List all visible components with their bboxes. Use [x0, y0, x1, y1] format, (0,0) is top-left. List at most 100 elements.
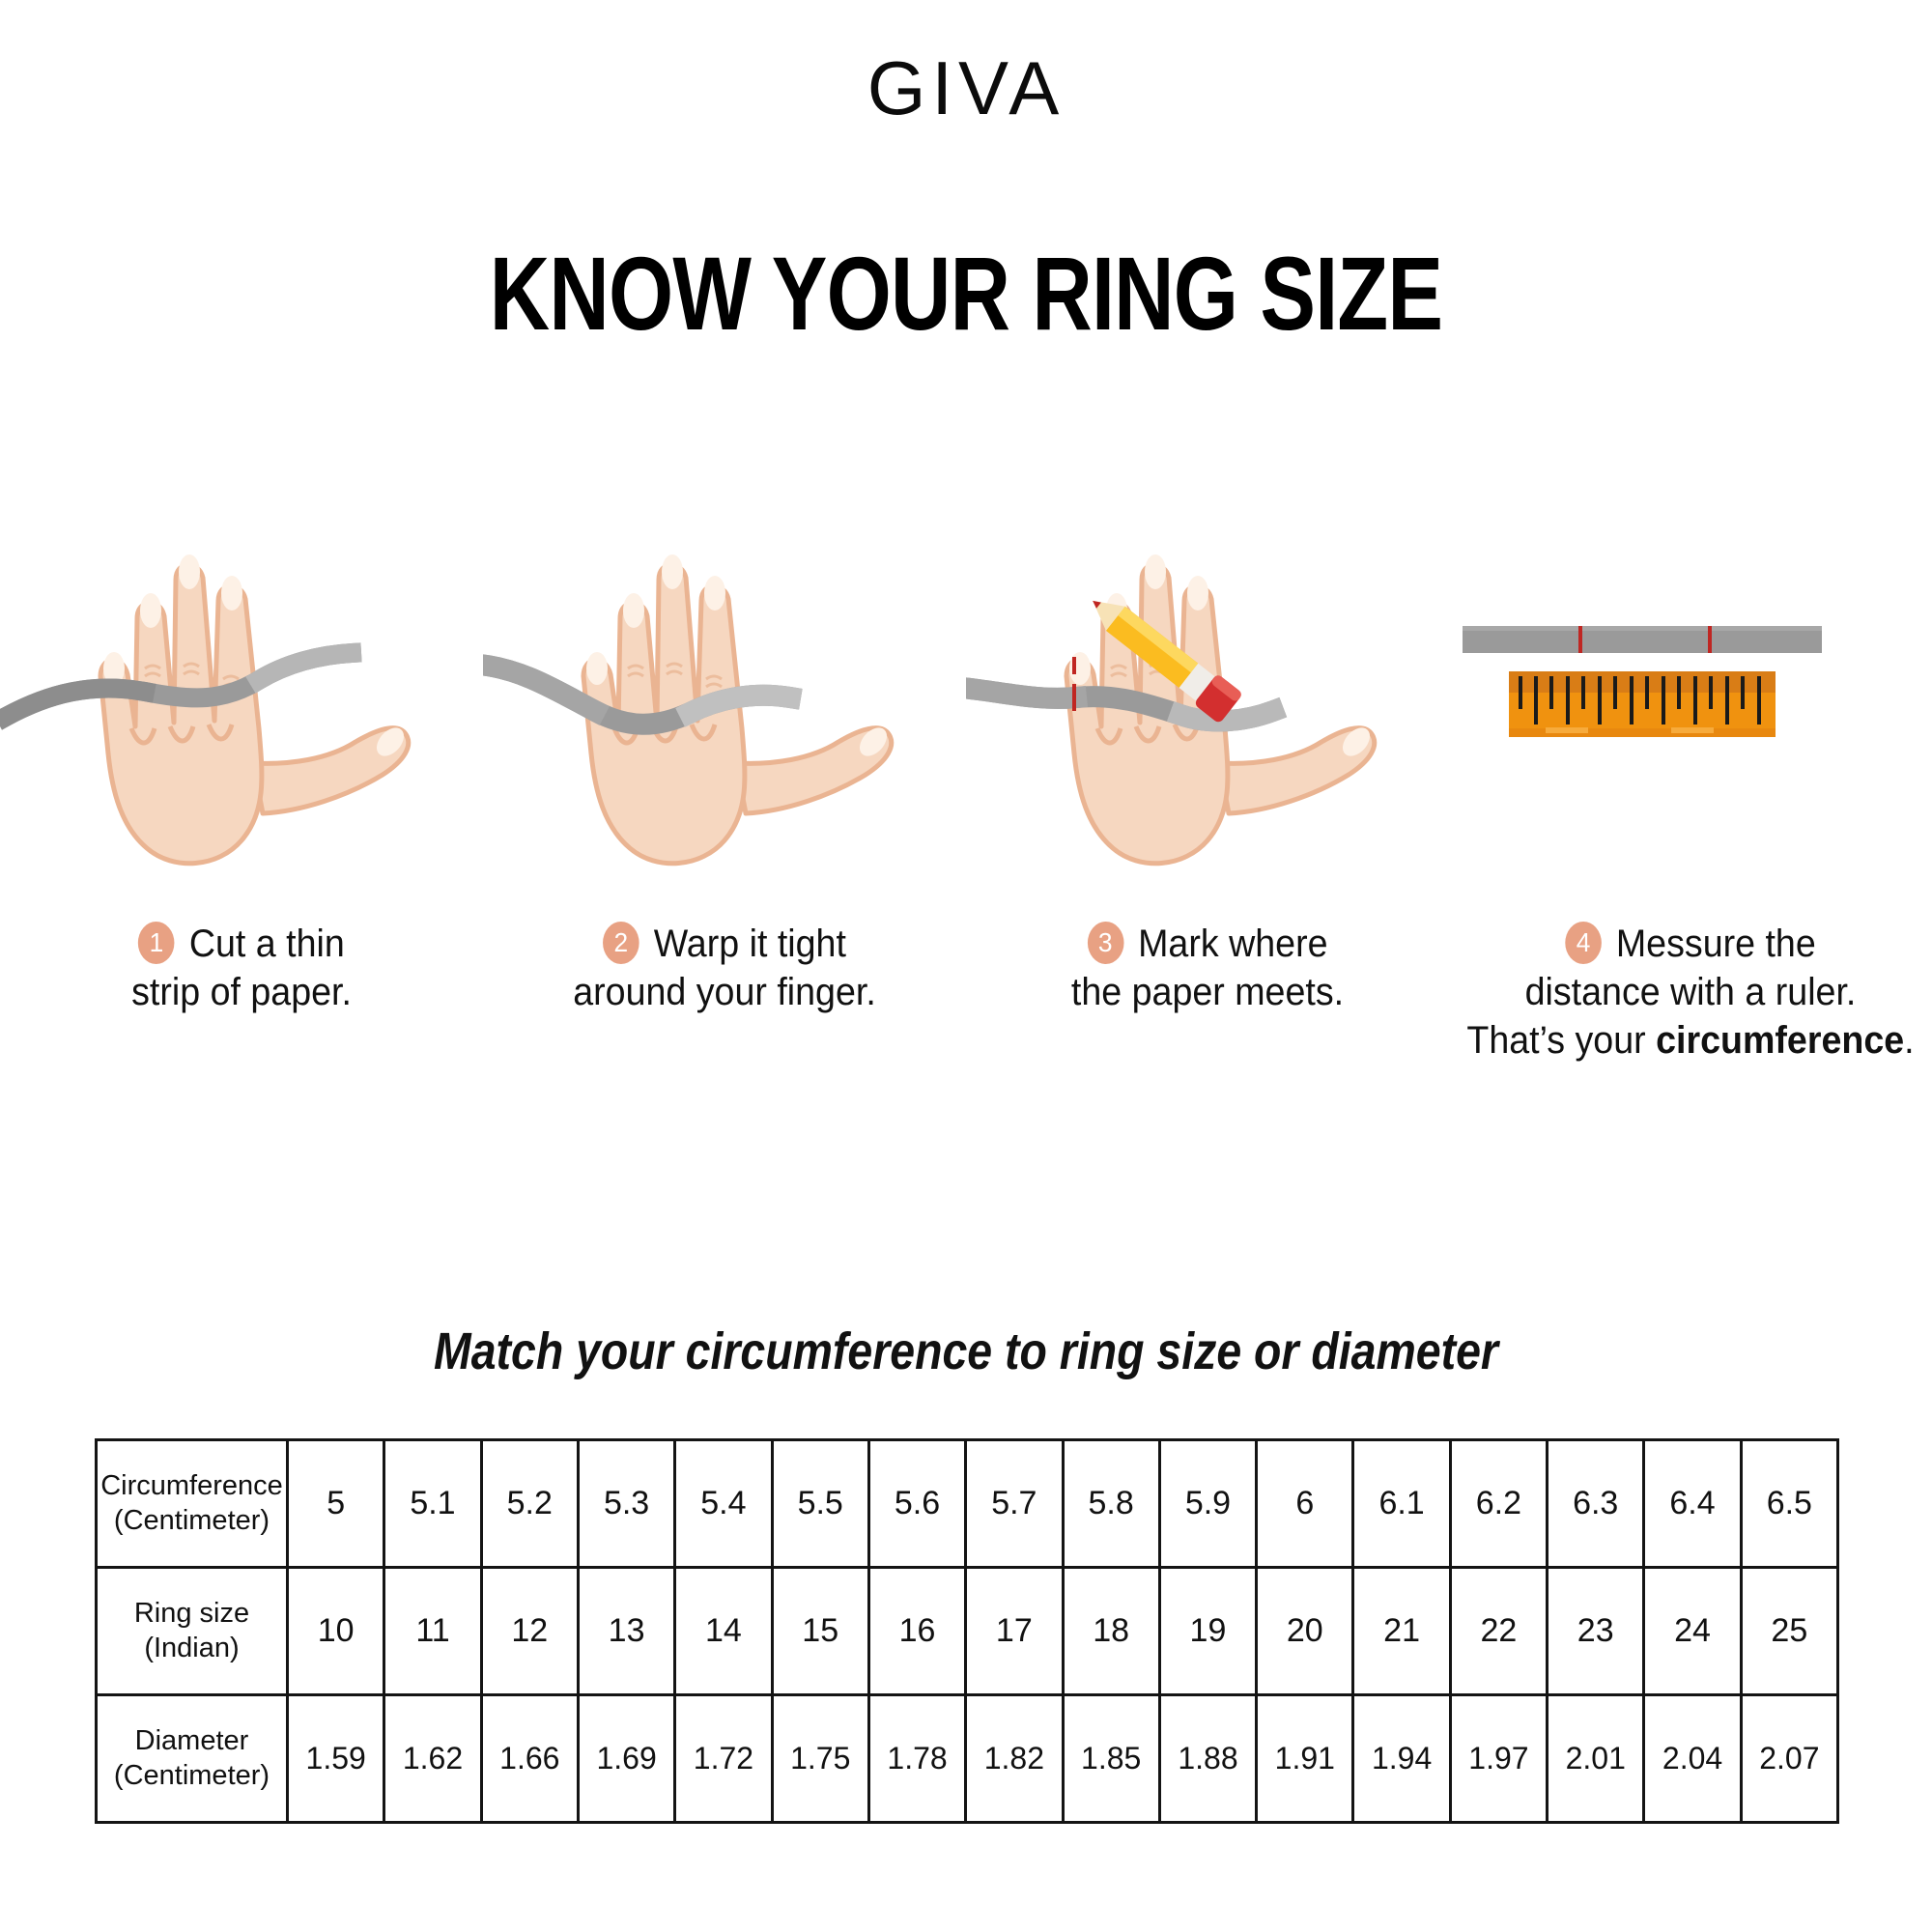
row-header-diameter-line2: (Centimeter) [113, 1759, 270, 1791]
cell-circumference-10: 6 [1255, 1438, 1355, 1569]
table-row-circumference: Circumference (Centimeter) 5 5.1 5.2 5.3… [95, 1438, 1840, 1569]
row-header-ring-size: Ring size (Indian) [95, 1566, 289, 1696]
step-4: 4 Messure the distance with a ruler. That… [1449, 522, 1932, 1063]
step-4-caption: 4 Messure the distance with a ruler. That… [1463, 920, 1918, 1065]
hand-with-wrapped-strip-icon [483, 554, 895, 867]
ruler [1509, 671, 1776, 737]
page-title: KNOW YOUR RING SIZE [489, 235, 1443, 352]
ring-size-table: Circumference (Centimeter) 5 5.1 5.2 5.3… [95, 1438, 1840, 1824]
row-header-diameter-line1: Diameter [134, 1725, 249, 1757]
steps-row: 1 Cut a thin strip of paper. [0, 522, 1932, 1063]
cell-circumference-5: 5.5 [770, 1438, 870, 1569]
step-3: 3 Mark where the paper meets. [966, 522, 1449, 1063]
cell-diameter-10: 1.91 [1255, 1693, 1355, 1824]
cell-circumference-3: 5.3 [576, 1438, 677, 1569]
cell-circumference-8: 5.8 [1061, 1438, 1161, 1569]
cell-circumference-2: 5.2 [479, 1438, 580, 1569]
cell-circumference-15: 6.5 [1739, 1438, 1840, 1569]
cell-ring-size-7: 17 [964, 1566, 1065, 1696]
cell-diameter-13: 2.01 [1546, 1693, 1646, 1824]
step-1-caption-line2: strip of paper. [131, 971, 352, 1013]
cell-circumference-14: 6.4 [1642, 1438, 1743, 1569]
cell-ring-size-15: 25 [1739, 1566, 1840, 1696]
step-4-caption-circumference: circumference [1656, 1019, 1905, 1062]
cell-diameter-4: 1.72 [673, 1693, 774, 1824]
cell-circumference-13: 6.3 [1546, 1438, 1646, 1569]
cell-diameter-2: 1.66 [479, 1693, 580, 1824]
cell-ring-size-2: 12 [479, 1566, 580, 1696]
step-4-caption-line3-prefix: That’s your [1466, 1019, 1657, 1062]
cell-diameter-7: 1.82 [964, 1693, 1065, 1824]
ruler-with-marked-strip-icon [1463, 626, 1822, 737]
step-3-caption: 3 Mark where the paper meets. [980, 920, 1435, 1016]
step-1-illustration [0, 522, 483, 908]
cell-diameter-11: 1.94 [1351, 1693, 1452, 1824]
cell-circumference-0: 5 [285, 1438, 386, 1569]
cell-diameter-15: 2.07 [1739, 1693, 1840, 1824]
cell-ring-size-9: 19 [1157, 1566, 1259, 1696]
cell-circumference-12: 6.2 [1448, 1438, 1549, 1569]
step-3-illustration [966, 522, 1449, 908]
ring-size-table-body: Circumference (Centimeter) 5 5.1 5.2 5.3… [95, 1438, 1840, 1824]
cell-ring-size-5: 15 [770, 1566, 870, 1696]
step-1-badge: 1 [138, 922, 175, 965]
row-header-circumference-line2: (Centimeter) [113, 1504, 270, 1536]
cell-ring-size-1: 11 [383, 1566, 483, 1696]
step-4-badge: 4 [1565, 922, 1602, 965]
step-2-caption: 2 Warp it tight around your finger. [497, 920, 952, 1016]
row-header-ring-size-line2: (Indian) [144, 1632, 240, 1663]
cell-ring-size-14: 24 [1642, 1566, 1743, 1696]
cell-diameter-9: 1.88 [1157, 1693, 1259, 1824]
hand-with-paper-strip-icon [0, 554, 412, 867]
step-4-caption-line1: Messure the [1615, 923, 1816, 965]
cell-circumference-1: 5.1 [383, 1438, 483, 1569]
row-header-diameter: Diameter (Centimeter) [95, 1693, 289, 1824]
cell-diameter-12: 1.97 [1448, 1693, 1549, 1824]
cell-diameter-0: 1.59 [285, 1693, 386, 1824]
step-2-badge: 2 [603, 922, 639, 965]
table-row-diameter: Diameter (Centimeter) 1.59 1.62 1.66 1.6… [95, 1693, 1840, 1824]
step-3-caption-line2: the paper meets. [1070, 971, 1345, 1013]
step-2-caption-line1: Warp it tight [653, 923, 846, 965]
cell-ring-size-13: 23 [1546, 1566, 1646, 1696]
brand-logo: GIVA [867, 45, 1065, 130]
step-2-illustration [483, 522, 966, 908]
row-header-circumference-line1: Circumference [100, 1470, 283, 1502]
cell-circumference-11: 6.1 [1351, 1438, 1452, 1569]
cell-diameter-8: 1.85 [1061, 1693, 1161, 1824]
step-3-badge: 3 [1087, 922, 1124, 965]
cell-circumference-9: 5.9 [1157, 1438, 1259, 1569]
cell-diameter-14: 2.04 [1642, 1693, 1743, 1824]
cell-circumference-4: 5.4 [673, 1438, 774, 1569]
step-2: 2 Warp it tight around your finger. [483, 522, 966, 1063]
cell-diameter-5: 1.75 [770, 1693, 870, 1824]
row-header-ring-size-line1: Ring size [133, 1598, 250, 1630]
step-4-caption-line3-suffix: . [1904, 1019, 1915, 1062]
hand-with-pencil-mark-icon [966, 554, 1378, 867]
cell-diameter-3: 1.69 [576, 1693, 677, 1824]
step-4-caption-line3: That’s your circumference. [1463, 1016, 1918, 1065]
cell-circumference-6: 5.6 [867, 1438, 968, 1569]
step-1-caption-line1: Cut a thin [188, 923, 345, 965]
cell-circumference-7: 5.7 [964, 1438, 1065, 1569]
step-2-caption-line2: around your finger. [573, 971, 876, 1013]
step-1-caption: 1 Cut a thin strip of paper. [14, 920, 469, 1016]
row-header-circumference: Circumference (Centimeter) [95, 1438, 289, 1569]
table-title: Match your circumference to ring size or… [434, 1322, 1498, 1380]
cell-diameter-6: 1.78 [867, 1693, 968, 1824]
step-4-illustration [1449, 522, 1932, 908]
cell-ring-size-10: 20 [1255, 1566, 1355, 1696]
cell-ring-size-12: 22 [1448, 1566, 1549, 1696]
pencil-icon [1093, 600, 1241, 723]
table-row-ring-size: Ring size (Indian) 10 11 12 13 14 15 16 … [95, 1566, 1840, 1696]
cell-ring-size-8: 18 [1061, 1566, 1161, 1696]
step-1: 1 Cut a thin strip of paper. [0, 522, 483, 1063]
cell-ring-size-3: 13 [576, 1566, 677, 1696]
cell-ring-size-11: 21 [1351, 1566, 1452, 1696]
cell-diameter-1: 1.62 [383, 1693, 483, 1824]
cell-ring-size-6: 16 [867, 1566, 968, 1696]
step-4-caption-line2: distance with a ruler. [1524, 971, 1857, 1013]
cell-ring-size-4: 14 [673, 1566, 774, 1696]
cell-ring-size-0: 10 [285, 1566, 386, 1696]
